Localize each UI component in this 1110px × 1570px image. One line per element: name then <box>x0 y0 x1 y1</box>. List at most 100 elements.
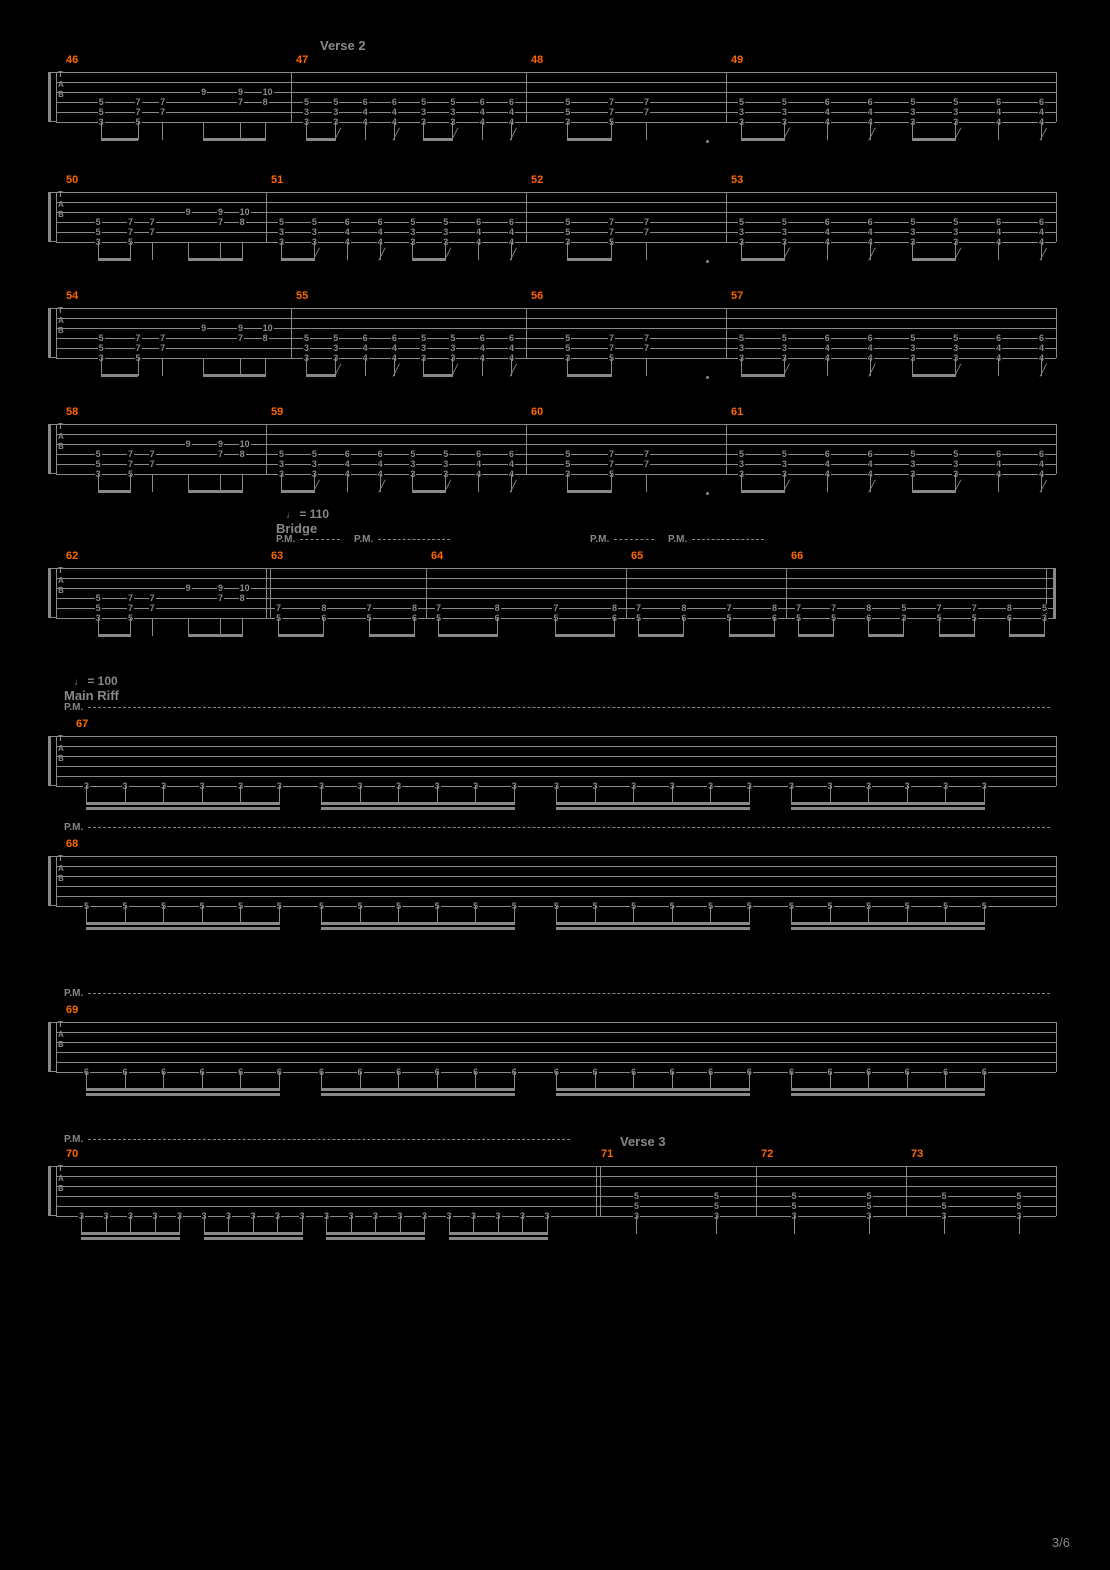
measure-number: 49 <box>731 54 743 66</box>
fret-number: 7 <box>643 450 650 459</box>
fret-number: 8 <box>680 604 687 613</box>
barline <box>726 308 727 358</box>
fret-number: 4 <box>475 228 482 237</box>
barline <box>786 568 787 618</box>
fret-number: 7 <box>149 460 156 469</box>
fret-number: 3 <box>278 228 285 237</box>
fret-number: 4 <box>824 460 831 469</box>
fret-number: 5 <box>278 218 285 227</box>
tab-system: TAB5051525355377577997108533533╱644644╱5… <box>56 192 1056 242</box>
palm-mute-marking: P.M. <box>64 702 83 713</box>
fret-number: 4 <box>1038 108 1045 117</box>
fret-number: 6 <box>362 98 369 107</box>
fret-number: 7 <box>217 594 224 603</box>
barline <box>906 1166 907 1216</box>
fret-number: 7 <box>149 228 156 237</box>
barline <box>291 72 292 122</box>
fret-number: 5 <box>95 460 102 469</box>
fret-number: 4 <box>508 228 515 237</box>
fret-number: 5 <box>633 1202 640 1211</box>
fret-number: 4 <box>824 228 831 237</box>
fret-number: 5 <box>713 1192 720 1201</box>
fret-number: 6 <box>475 218 482 227</box>
measure-number: 57 <box>731 290 743 302</box>
fret-number: 6 <box>475 450 482 459</box>
fret-number: 5 <box>791 1202 798 1211</box>
tab-clef: TAB <box>58 70 64 100</box>
measure-number: 70 <box>66 1148 78 1160</box>
fret-number: 7 <box>159 98 166 107</box>
fret-number: 7 <box>149 604 156 613</box>
fret-number: 7 <box>936 604 943 613</box>
fret-number: 5 <box>866 1202 873 1211</box>
fret-number: 6 <box>995 450 1002 459</box>
fret-number: 5 <box>909 334 916 343</box>
fret-number: 6 <box>1038 450 1045 459</box>
fret-number: 6 <box>362 334 369 343</box>
barline <box>1056 308 1057 358</box>
fret-number: 5 <box>311 218 318 227</box>
fret-number: 6 <box>508 334 515 343</box>
fret-number: 9 <box>237 324 244 333</box>
fret-number: 5 <box>95 218 102 227</box>
fret-number: 8 <box>239 450 246 459</box>
barline <box>291 308 292 358</box>
fret-number: 7 <box>127 604 134 613</box>
fret-number: 3 <box>409 228 416 237</box>
fret-number: 5 <box>781 98 788 107</box>
palm-mute-extent <box>88 1139 570 1140</box>
fret-number: 6 <box>344 450 351 459</box>
fret-number: 8 <box>1006 604 1013 613</box>
fret-number: 3 <box>738 108 745 117</box>
fret-number: 5 <box>564 344 571 353</box>
fret-number: 8 <box>494 604 501 613</box>
fret-number: 4 <box>391 344 398 353</box>
palm-mute-extent <box>88 707 1050 708</box>
barline <box>56 1022 57 1072</box>
fret-number: 7 <box>726 604 733 613</box>
fret-number: 5 <box>311 450 318 459</box>
fret-number: 5 <box>98 334 105 343</box>
barline <box>526 308 527 358</box>
fret-number: 9 <box>200 324 207 333</box>
fret-number: 3 <box>781 108 788 117</box>
fret-number: 7 <box>159 334 166 343</box>
fret-number: 4 <box>1038 344 1045 353</box>
barline <box>726 192 727 242</box>
tempo-marking: ♩ = 110 <box>286 507 329 521</box>
fret-number: 7 <box>135 334 142 343</box>
fret-number: 5 <box>738 450 745 459</box>
fret-number: 3 <box>420 344 427 353</box>
tab-clef: TAB <box>58 190 64 220</box>
fret-number: 8 <box>771 604 778 613</box>
fret-number: 6 <box>391 334 398 343</box>
fret-number: 6 <box>824 218 831 227</box>
fret-number: 6 <box>867 334 874 343</box>
fret-number: 3 <box>952 344 959 353</box>
barline <box>526 424 527 474</box>
measure-number: 56 <box>531 290 543 302</box>
fret-number: 5 <box>1016 1202 1023 1211</box>
fret-number: 3 <box>738 460 745 469</box>
barline <box>266 424 267 474</box>
measure-number: 68 <box>66 838 78 850</box>
tab-staff: TAB69666666666666666666666666 <box>56 1022 1056 1072</box>
measure-number: 63 <box>271 550 283 562</box>
fret-number: 9 <box>185 440 192 449</box>
palm-mute-marking: P.M. <box>354 534 373 545</box>
fret-number: 5 <box>278 450 285 459</box>
fret-number: 5 <box>738 334 745 343</box>
fret-number: 4 <box>362 108 369 117</box>
palm-mute-marking: P.M. <box>590 534 609 545</box>
palm-mute-extent <box>88 827 1050 828</box>
fret-number: 5 <box>791 1192 798 1201</box>
fret-number: 7 <box>608 334 615 343</box>
fret-number: 7 <box>971 604 978 613</box>
fret-number: 8 <box>262 98 269 107</box>
fret-number: 5 <box>409 218 416 227</box>
fret-number: 7 <box>159 344 166 353</box>
fret-number: 8 <box>865 604 872 613</box>
measure-number: 62 <box>66 550 78 562</box>
fret-number: 9 <box>185 584 192 593</box>
fret-number: 3 <box>738 228 745 237</box>
